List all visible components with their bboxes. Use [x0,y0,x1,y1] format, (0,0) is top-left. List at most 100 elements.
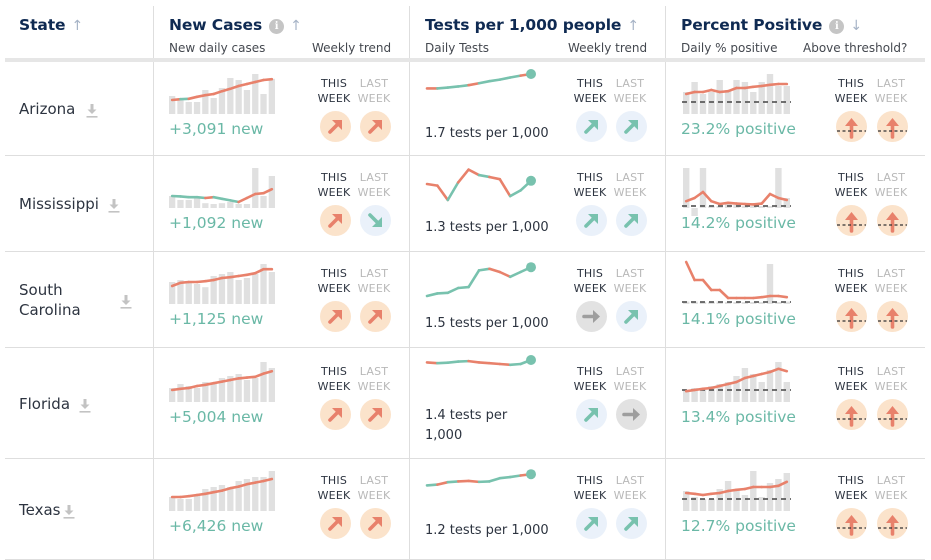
tests-this-week-trend[interactable] [576,111,607,142]
new-cases-last-week-trend[interactable] [360,508,391,539]
percent-positive-this-week-threshold[interactable] [836,399,867,430]
new-cases-last-week-trend[interactable] [360,399,391,430]
arrow-up-icon[interactable]: ↑ [71,18,84,34]
sparkline-bar [210,487,217,511]
arrow-up-right-icon [328,214,342,228]
above-threshold-icon [878,515,907,536]
sparkline-bar [733,302,740,304]
above-threshold-icon [837,308,866,329]
sparkline-segment [684,388,696,393]
this-week-label: THIS WEEK [573,266,607,296]
sparkline-segment [220,87,232,93]
percent-positive-this-week-threshold[interactable] [836,508,867,539]
state-name[interactable]: South Carolina [19,281,81,319]
tests-this-week-trend[interactable] [576,508,607,539]
percent-positive-this-week-threshold[interactable] [836,205,867,236]
sparkline-bar [708,92,715,114]
download-icon[interactable] [79,398,91,413]
new-cases-this-week-trend[interactable] [320,205,351,236]
percent-positive-this-week-threshold[interactable] [836,301,867,332]
header-new-cases[interactable]: New Cases i ↑ New daily cases Weekly trend [154,6,409,61]
this-week-label-line2: WEEK [573,282,607,295]
info-icon[interactable]: i [829,19,845,34]
sparkline-endpoint [526,175,536,186]
download-icon[interactable] [86,103,98,118]
last-week-label-line2: WEEK [357,92,391,105]
header-tests-title[interactable]: Tests per 1,000 people ↑ [425,16,639,34]
sparkline-segment [508,74,522,79]
sparkline-segment [701,278,713,292]
sparkline-bar [691,82,698,114]
header-percent-positive[interactable]: Percent Positive i ↓ Daily % positive Abov… [666,6,931,61]
sparkline-segment [436,184,450,202]
info-icon[interactable]: i [269,19,285,34]
tests-last-week-trend[interactable] [616,399,647,430]
above-threshold-icon [837,515,866,536]
new-cases-last-week-trend[interactable] [360,111,391,142]
percent-positive-sparkline [682,471,791,511]
sparkline-segment [693,190,705,200]
column-divider [409,62,410,156]
header-percent-positive-title[interactable]: Percent Positive i ↓ [681,16,862,34]
tests-this-week-trend[interactable] [576,301,607,332]
last-week-label-line1: LAST [615,77,645,90]
sparkline-bar [699,94,707,114]
last-week-label-line2: WEEK [613,186,647,199]
new-cases-this-week-trend[interactable] [320,111,351,142]
sparkline-segment [477,267,491,272]
sparkline-bar [733,80,740,114]
this-week-label-line2: WEEK [317,489,351,502]
sparkline-bar [733,489,740,511]
state-name[interactable]: Florida [19,394,71,413]
arrow-up-icon[interactable]: ↑ [290,18,302,34]
percent-positive-last-week-threshold[interactable] [877,508,908,539]
new-cases-last-week-trend[interactable] [360,205,391,236]
sparkline-bar [169,497,176,511]
percent-positive-last-week-threshold[interactable] [877,111,908,142]
state-name[interactable]: Arizona [19,100,76,118]
last-week-label: LAST WEEK [357,170,391,200]
sparkline-segment [212,89,224,96]
sparkline-segment [446,480,460,484]
header-state-title[interactable]: State ↑ [19,16,83,34]
download-icon[interactable] [63,504,75,519]
download-icon[interactable] [120,294,132,309]
tests-this-week-trend[interactable] [576,205,607,236]
sparkline-bar [716,301,723,304]
sparkline-segment [710,88,722,94]
sparkline-bar [716,80,723,114]
tests-last-week-trend[interactable] [616,111,647,142]
state-name[interactable]: Mississippi [19,195,99,213]
sparkline-segment [204,278,215,283]
this-week-label: THIS WEEK [573,170,607,200]
sparkline-segment [237,273,249,278]
tests-last-week-trend[interactable] [616,205,647,236]
sparkline-segment [170,281,182,288]
arrow-down-icon[interactable]: ↓ [850,18,862,34]
tests-last-week-trend[interactable] [616,508,647,539]
sparkline-bar [783,86,790,114]
header-new-cases-title[interactable]: New Cases i ↑ [169,16,302,34]
percent-positive-last-week-threshold[interactable] [877,205,908,236]
sparkline-segment [760,370,772,376]
this-week-label: THIS WEEK [573,364,607,394]
new-cases-this-week-trend[interactable] [320,301,351,332]
new-cases-this-week-trend[interactable] [320,508,351,539]
sparkline-segment [684,90,696,96]
percent-positive-last-week-threshold[interactable] [877,399,908,430]
sparkline-segment [456,168,470,184]
percent-positive-this-week-threshold[interactable] [836,111,867,142]
header-state[interactable]: State ↑ [0,6,153,61]
header-tests[interactable]: Tests per 1,000 people ↑ Daily Tests Week… [410,6,665,61]
sparkline-bar [775,302,782,304]
download-icon[interactable] [108,198,120,213]
arrow-up-icon[interactable]: ↑ [627,18,639,34]
tests-last-week-trend[interactable] [616,301,647,332]
new-cases-last-week-trend[interactable] [360,301,391,332]
sparkline-bar [252,477,259,511]
new-cases-this-week-trend[interactable] [320,399,351,430]
state-name[interactable]: Texas [19,500,61,519]
header-percent-positive-label: Percent Positive [681,16,823,34]
percent-positive-last-week-threshold[interactable] [877,301,908,332]
tests-this-week-trend[interactable] [576,399,607,430]
